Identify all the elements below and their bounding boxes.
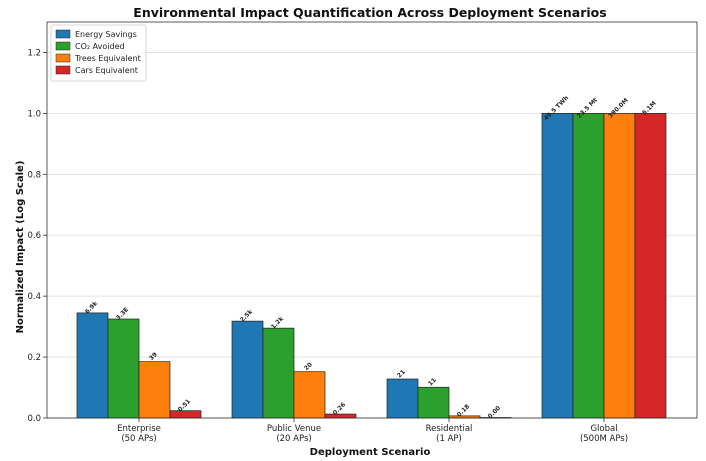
- y-tick-label: 1.2: [27, 48, 41, 58]
- bar: [603, 113, 636, 419]
- chart-title: Environmental Impact Quantification Acro…: [133, 5, 606, 20]
- bar: [386, 378, 419, 419]
- bar-value-label: 11: [427, 377, 438, 388]
- x-tick-label: Global: [590, 424, 617, 434]
- legend-label: Cars Equivalent: [75, 66, 138, 75]
- y-tick-label: 0.4: [27, 292, 41, 302]
- bar: [634, 113, 667, 419]
- gridlines: [47, 52, 697, 419]
- x-axis-label: Deployment Scenario: [310, 447, 431, 458]
- bar: [76, 312, 109, 419]
- x-ticks: Enterprise(50 APs) Public Venue(20 APs) Re…: [117, 418, 628, 444]
- bar-value-label: 21: [396, 369, 407, 380]
- bar: [262, 327, 295, 419]
- bar: [293, 371, 326, 419]
- legend-swatch: [55, 41, 71, 51]
- bar: [417, 386, 450, 419]
- legend-box: [50, 24, 147, 82]
- bar: [541, 113, 574, 419]
- y-tick-label: 0.6: [27, 231, 41, 241]
- y-ticks: 0.0 0.2 0.4 0.6 0.8 1.0 1.2: [27, 48, 47, 424]
- x-tick-label: (500M APs): [580, 434, 628, 444]
- x-tick-label: (1 AP): [436, 434, 462, 444]
- legend-swatch: [55, 65, 71, 75]
- bar-value-label: 39: [148, 351, 159, 362]
- x-tick-label: Residential: [426, 424, 473, 434]
- y-tick-label: 0.0: [27, 414, 41, 424]
- bar: [231, 320, 264, 419]
- bar: [169, 410, 202, 419]
- y-tick-label: 1.0: [27, 109, 41, 119]
- bar: [138, 361, 171, 419]
- bar: [324, 413, 357, 419]
- x-tick-label: Enterprise: [117, 424, 161, 434]
- bar-value-label: 20: [303, 361, 314, 372]
- bars: [76, 113, 667, 419]
- legend-label: Trees Equivalent: [74, 54, 141, 63]
- x-tick-label: Public Venue: [267, 424, 321, 434]
- y-axis-label: Normalized Impact (Log Scale): [15, 161, 26, 334]
- legend-swatch: [55, 53, 71, 63]
- y-tick-label: 0.2: [27, 353, 41, 363]
- x-tick-label: (50 APs): [121, 434, 156, 444]
- x-tick-label: (20 APs): [276, 434, 311, 444]
- plot-area-frame: [46, 21, 698, 419]
- legend-label: CO₂ Avoided: [75, 42, 125, 51]
- bar: [572, 113, 605, 419]
- legend-swatch: [55, 29, 71, 39]
- legend: Energy Savings CO₂ Avoided Trees Equivalen…: [50, 24, 147, 82]
- legend-label: Energy Savings: [75, 30, 137, 39]
- bar: [107, 318, 140, 419]
- y-tick-label: 0.8: [27, 170, 41, 180]
